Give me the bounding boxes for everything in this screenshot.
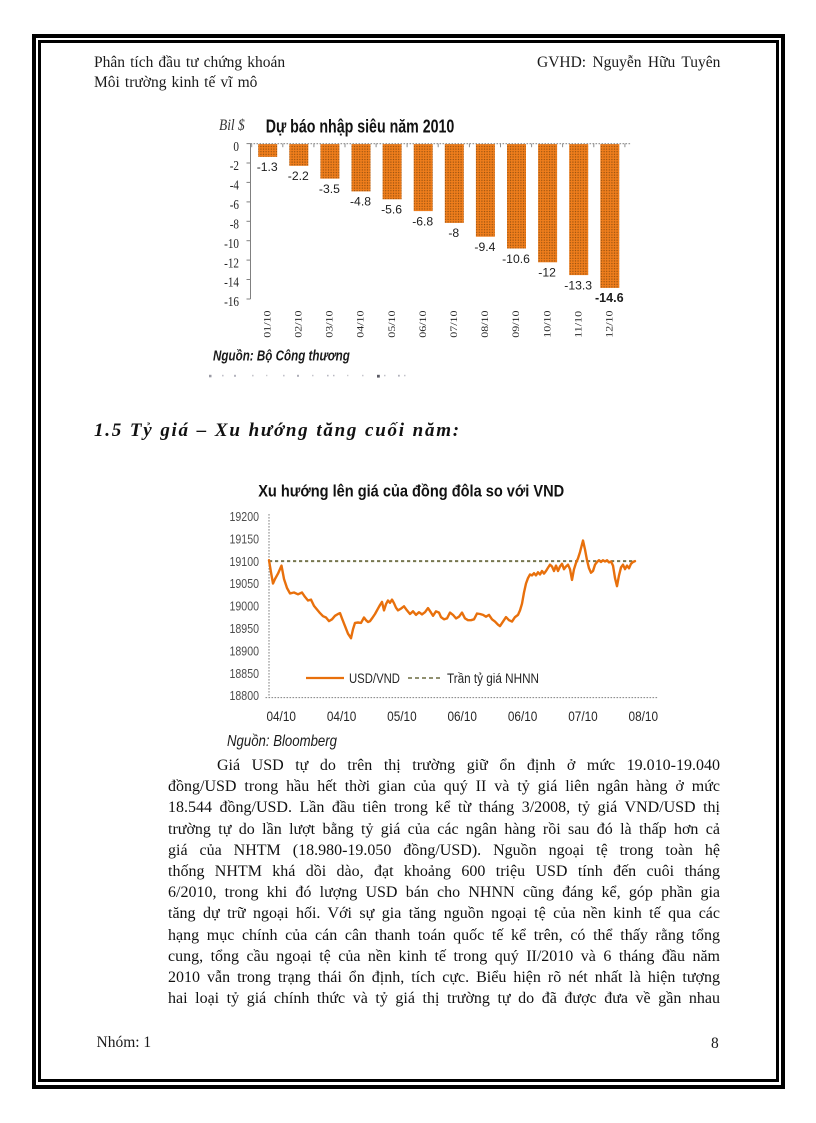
svg-text:-5.6: -5.6 [381, 203, 402, 217]
svg-text:-12: -12 [224, 256, 239, 271]
svg-text:18950: 18950 [230, 621, 260, 636]
svg-text:05/10: 05/10 [387, 709, 417, 724]
svg-text:Nguồn: Bộ Công thương: Nguồn: Bộ Công thương [213, 349, 350, 365]
svg-text:03/10: 03/10 [325, 310, 336, 338]
svg-text:19200: 19200 [230, 509, 260, 524]
svg-text:04/10: 04/10 [356, 310, 367, 338]
svg-text:-16: -16 [224, 295, 239, 310]
svg-text:01/10: 01/10 [262, 310, 273, 338]
svg-text:02/10: 02/10 [294, 310, 305, 338]
svg-text:18900: 18900 [230, 643, 260, 658]
svg-text:-14: -14 [224, 276, 239, 291]
svg-text:09/10: 09/10 [511, 310, 522, 338]
svg-text:-12: -12 [538, 266, 556, 280]
svg-text:-14.6: -14.6 [595, 291, 624, 305]
svg-text:10/10: 10/10 [542, 310, 553, 338]
svg-text:18800: 18800 [230, 688, 260, 703]
svg-text:05/10: 05/10 [387, 310, 398, 338]
svg-text:USD/VND: USD/VND [349, 671, 400, 686]
svg-text:-6: -6 [230, 198, 239, 213]
svg-text:-3.5: -3.5 [319, 182, 340, 196]
svg-text:19150: 19150 [230, 531, 260, 546]
svg-text:Bil $: Bil $ [219, 117, 245, 134]
svg-text:08/10: 08/10 [629, 709, 659, 724]
svg-text:-10: -10 [224, 237, 239, 252]
svg-text:19050: 19050 [230, 576, 260, 591]
svg-text:-4.8: -4.8 [350, 195, 371, 209]
svg-text:19000: 19000 [230, 599, 260, 614]
svg-text:-2.2: -2.2 [288, 169, 309, 183]
svg-text:Nguồn: Bloomberg: Nguồn: Bloomberg [227, 733, 337, 750]
svg-text:-10.6: -10.6 [502, 252, 530, 266]
svg-text:06/10: 06/10 [447, 709, 477, 724]
svg-text:04/10: 04/10 [327, 709, 357, 724]
svg-text:-13.3: -13.3 [564, 278, 592, 292]
svg-text:06/10: 06/10 [508, 709, 538, 724]
svg-text:04/10: 04/10 [266, 709, 296, 724]
svg-text:18850: 18850 [230, 666, 260, 681]
svg-text:0: 0 [233, 140, 239, 155]
svg-text:-2: -2 [230, 159, 239, 174]
svg-text:Xu hướng lên giá của đồng đôla: Xu hướng lên giá của đồng đôla so với VN… [258, 482, 564, 500]
svg-text:-1.3: -1.3 [257, 160, 278, 174]
svg-text:11/10: 11/10 [573, 310, 584, 338]
svg-text:06/10: 06/10 [418, 310, 429, 338]
svg-text:19100: 19100 [230, 554, 260, 569]
svg-text:-8: -8 [230, 218, 239, 233]
svg-text:07/10: 07/10 [449, 310, 460, 338]
svg-text:Dự báo nhập siêu năm 2010: Dự báo nhập siêu năm 2010 [266, 117, 455, 137]
svg-text:08/10: 08/10 [480, 310, 491, 338]
svg-text:-9.4: -9.4 [474, 240, 495, 254]
svg-text:Trần tỷ giá NHNN: Trần tỷ giá NHNN [447, 671, 539, 686]
svg-text:07/10: 07/10 [568, 709, 598, 724]
svg-text:-6.8: -6.8 [412, 214, 433, 228]
svg-text:12/10: 12/10 [605, 310, 616, 338]
svg-text:-4: -4 [230, 179, 239, 194]
svg-text:-8: -8 [448, 226, 459, 240]
